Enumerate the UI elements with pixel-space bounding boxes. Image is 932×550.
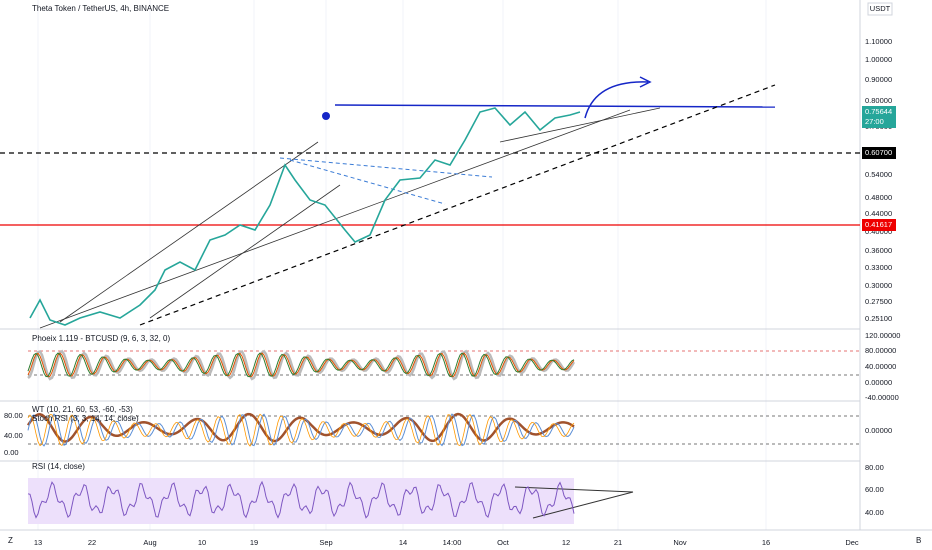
price-tag [862,219,896,231]
time-label: 14:00 [443,538,462,547]
rsi-line [27,480,575,519]
time-label: Nov [673,538,687,547]
price-label: 0.25100 [865,314,892,323]
price-tag-text: 27:00 [865,117,884,126]
left-axis-label: 40.00 [4,431,23,440]
time-label: 19 [250,538,258,547]
pane-label: WT (10, 21, 60, 53, -60, -53) [32,405,133,414]
price-tag [862,106,896,118]
pane-axis-label: 120.00000 [865,331,900,340]
pane-axis-label: -40.00000 [865,393,899,402]
rsi-triangle [514,486,634,493]
indicator-line [27,349,576,381]
time-label: Aug [143,538,156,547]
time-label: 21 [614,538,622,547]
indicator-line [27,413,575,447]
indicator-line [27,413,575,447]
price-path [29,107,581,326]
time-label: 22 [88,538,96,547]
time-label: 13 [34,538,42,547]
channel-lines [39,107,661,329]
time-label: 12 [562,538,570,547]
price-label: 0.44000 [865,209,892,218]
price-tag [862,147,896,159]
pane-axis-label: 40.00 [865,508,884,517]
time-label: Oct [497,538,510,547]
price-label: 1.10000 [865,37,892,46]
time-label: 10 [198,538,206,547]
time-label: 16 [762,538,770,547]
triangle-lines [279,157,493,205]
price-tag [862,116,896,128]
pane-axis-label: 0.00000 [865,426,892,435]
arrow-head [639,76,652,88]
price-label: 0.30000 [865,281,892,290]
pane-separators [0,0,932,531]
rsi-band [28,478,574,524]
pane-label: Stoch RSI (3, 3, 14, 14, close) [32,414,139,423]
price-tag-text: 0.75644 [865,107,892,116]
price-label: 0.90000 [865,75,892,84]
pane-axis-label: 80.00 [865,463,884,472]
price-label: 0.80000 [865,96,892,105]
grid [37,0,767,530]
price-label: 0.36000 [865,246,892,255]
price-label: 0.54000 [865,170,892,179]
time-label: Sep [319,538,332,547]
resistance-line [334,104,776,108]
time-label: Dec [845,538,859,547]
price-tag-text: 0.60700 [865,148,892,157]
header-title: Theta Token / TetherUS, 4h, BINANCE [32,4,169,13]
footer-left: Z [8,536,13,545]
left-axis-label: 80.00 [4,411,23,420]
indicator-line [27,352,575,378]
price-label: 0.33000 [865,263,892,272]
indicator-line [27,352,575,378]
pane-label: Phoeix 1.119 - BTCUSD (9, 6, 3, 32, 0) [32,334,170,343]
price-label: 0.40000 [865,227,892,236]
rsi-triangle [532,491,634,519]
pane-label: RSI (14, close) [32,462,85,471]
footer-right: B [916,536,921,545]
price-tag-text: 0.41617 [865,220,892,229]
price-label: 1.00000 [865,55,892,64]
left-axis-label: 0.00 [4,448,19,457]
pane-axis-label: 60.00 [865,485,884,494]
pane-axis-label: 40.00000 [865,362,896,371]
currency[interactable]: USDT [870,4,891,13]
pane-axis-label: 80.00000 [865,346,896,355]
alert-icon [322,112,330,120]
currency-box[interactable] [867,2,893,16]
pane-axis-label: 0.00000 [865,378,892,387]
price-label: 0.48000 [865,193,892,202]
time-label: 14 [399,538,407,547]
projection-arrow [584,81,649,119]
price-label: 0.27500 [865,297,892,306]
